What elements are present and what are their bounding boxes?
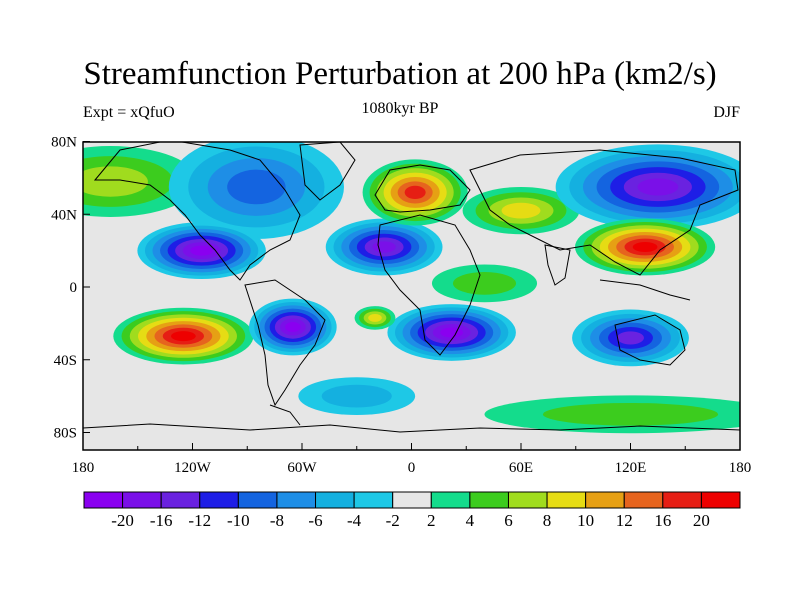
axis-labels: 80N 40N 0 40S 80S 180 120W 60W 0 60E 120E 180 [51,135,751,477]
contour-band [190,245,213,256]
colorbar-label: -2 [385,511,400,530]
lon-label: 120W [174,460,212,476]
colorbar-swatch [623,491,664,509]
coastline-segment [269,404,301,426]
feature-neg-siberia-npac [555,144,740,230]
season-label: DJF [713,104,740,121]
contour-band [501,202,541,219]
lat-label: 40S [54,353,77,369]
coastline-segment [544,244,571,286]
lon-label: 120E [615,460,647,476]
contour-band [372,241,396,253]
feature-pos-south-pacific [113,307,254,365]
lat-label: 40N [51,207,77,223]
feature-pos-europe [362,159,468,226]
colorbar-swatch [353,491,394,509]
colorbar-swatch [237,491,278,509]
time-label: 1080kyr BP [361,100,439,117]
feature-pos-indian-ocean [431,264,538,303]
lat-label: 0 [70,280,78,296]
colorbar-swatch [662,491,702,509]
colorbar-label: 2 [427,511,436,530]
colorbar-swatch [160,491,201,509]
colorbar-label: -8 [269,511,285,530]
colorbar-swatch [430,491,471,509]
lon-label: 0 [408,460,416,476]
coastlines [83,142,740,433]
coastline-segment [469,149,739,276]
colorbar-swatch [392,491,432,509]
contour-band [542,402,719,426]
coastline-segment [244,279,326,407]
colorbar-swatch [199,491,239,509]
colorbar-label: 8 [542,511,552,530]
colorbar-swatch [469,491,509,509]
lon-label: 180 [72,460,95,476]
coastline-segment [614,314,686,366]
colorbar-swatch [122,491,162,509]
colorbar-swatch [315,491,355,509]
colorbar-swatch [276,491,317,509]
lat-label: 80S [54,426,77,442]
colorbar-label: -6 [308,511,323,530]
coastline-segment [374,164,471,213]
lon-label: 60E [509,460,533,476]
contour-band [285,322,301,333]
lon-label: 180 [729,460,752,476]
contour-band [83,166,148,197]
contour-band [637,178,679,196]
figure-title: Streamfunction Perturbation at 200 hPa (… [83,56,717,92]
contour-band [632,241,658,252]
contour-band [171,331,196,342]
feature-pos-tropical-atlantic-small [354,306,396,330]
contour-band [321,384,392,408]
coastline-segment [83,423,740,433]
colorbar-label: -20 [111,511,134,530]
axis-ticks [82,141,741,450]
colorbar [83,491,741,509]
feature-pos-eurasia [462,186,580,235]
feature-neg-southern-ocean [298,377,416,416]
feature-neg-tropical-atlantic [325,218,443,276]
colorbar-label: -10 [227,511,250,530]
contour-band [404,185,426,200]
coastline-segment [93,142,301,281]
contour-band [440,327,463,338]
feature-neg-south-america [249,298,337,356]
colorbar-swatch [83,491,124,509]
feature-pos-antarctic-band [484,395,740,434]
colorbar-label: 20 [692,511,710,530]
feature-neg-australia [572,309,689,367]
coastline-segment [377,214,481,356]
lon-label: 60W [287,460,317,476]
coastline-segment [599,279,691,301]
contour-band [368,313,382,322]
experiment-label: Expt = xQfuO [83,104,175,121]
colorbar-label: 12 [615,511,633,530]
colorbar-label: 10 [577,511,595,530]
contour-band [452,272,517,295]
colorbar-label: 4 [465,511,475,530]
colorbar-swatch [700,491,741,509]
feature-neg-north-america [168,142,344,239]
colorbar-label: -4 [347,511,362,530]
coastline-segment [299,142,356,201]
colorbar-label: 16 [654,511,672,530]
feature-neg-central-pacific-subtrop [137,222,266,279]
contour-fields [83,142,740,434]
feature-pos-west-pacific [575,218,716,276]
colorbar-label: -12 [188,511,212,530]
colorbar-swatch [507,491,548,509]
colorbar-label: -16 [149,511,173,530]
lat-label: 80N [51,135,77,151]
colorbar-swatch [546,491,587,509]
contour-band [227,169,286,205]
colorbar-label: 6 [504,511,513,530]
colorbar-swatch [585,491,625,509]
contour-band [617,331,644,345]
feature-neg-south-atlantic-africa [387,304,516,361]
